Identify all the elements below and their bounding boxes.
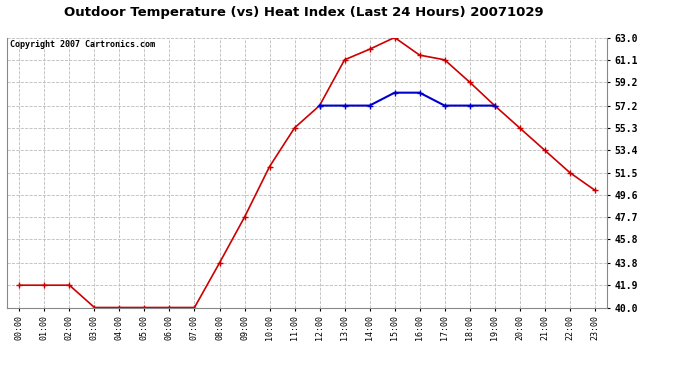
Text: Outdoor Temperature (vs) Heat Index (Last 24 Hours) 20071029: Outdoor Temperature (vs) Heat Index (Las… bbox=[63, 6, 544, 19]
Text: Copyright 2007 Cartronics.com: Copyright 2007 Cartronics.com bbox=[10, 40, 155, 49]
